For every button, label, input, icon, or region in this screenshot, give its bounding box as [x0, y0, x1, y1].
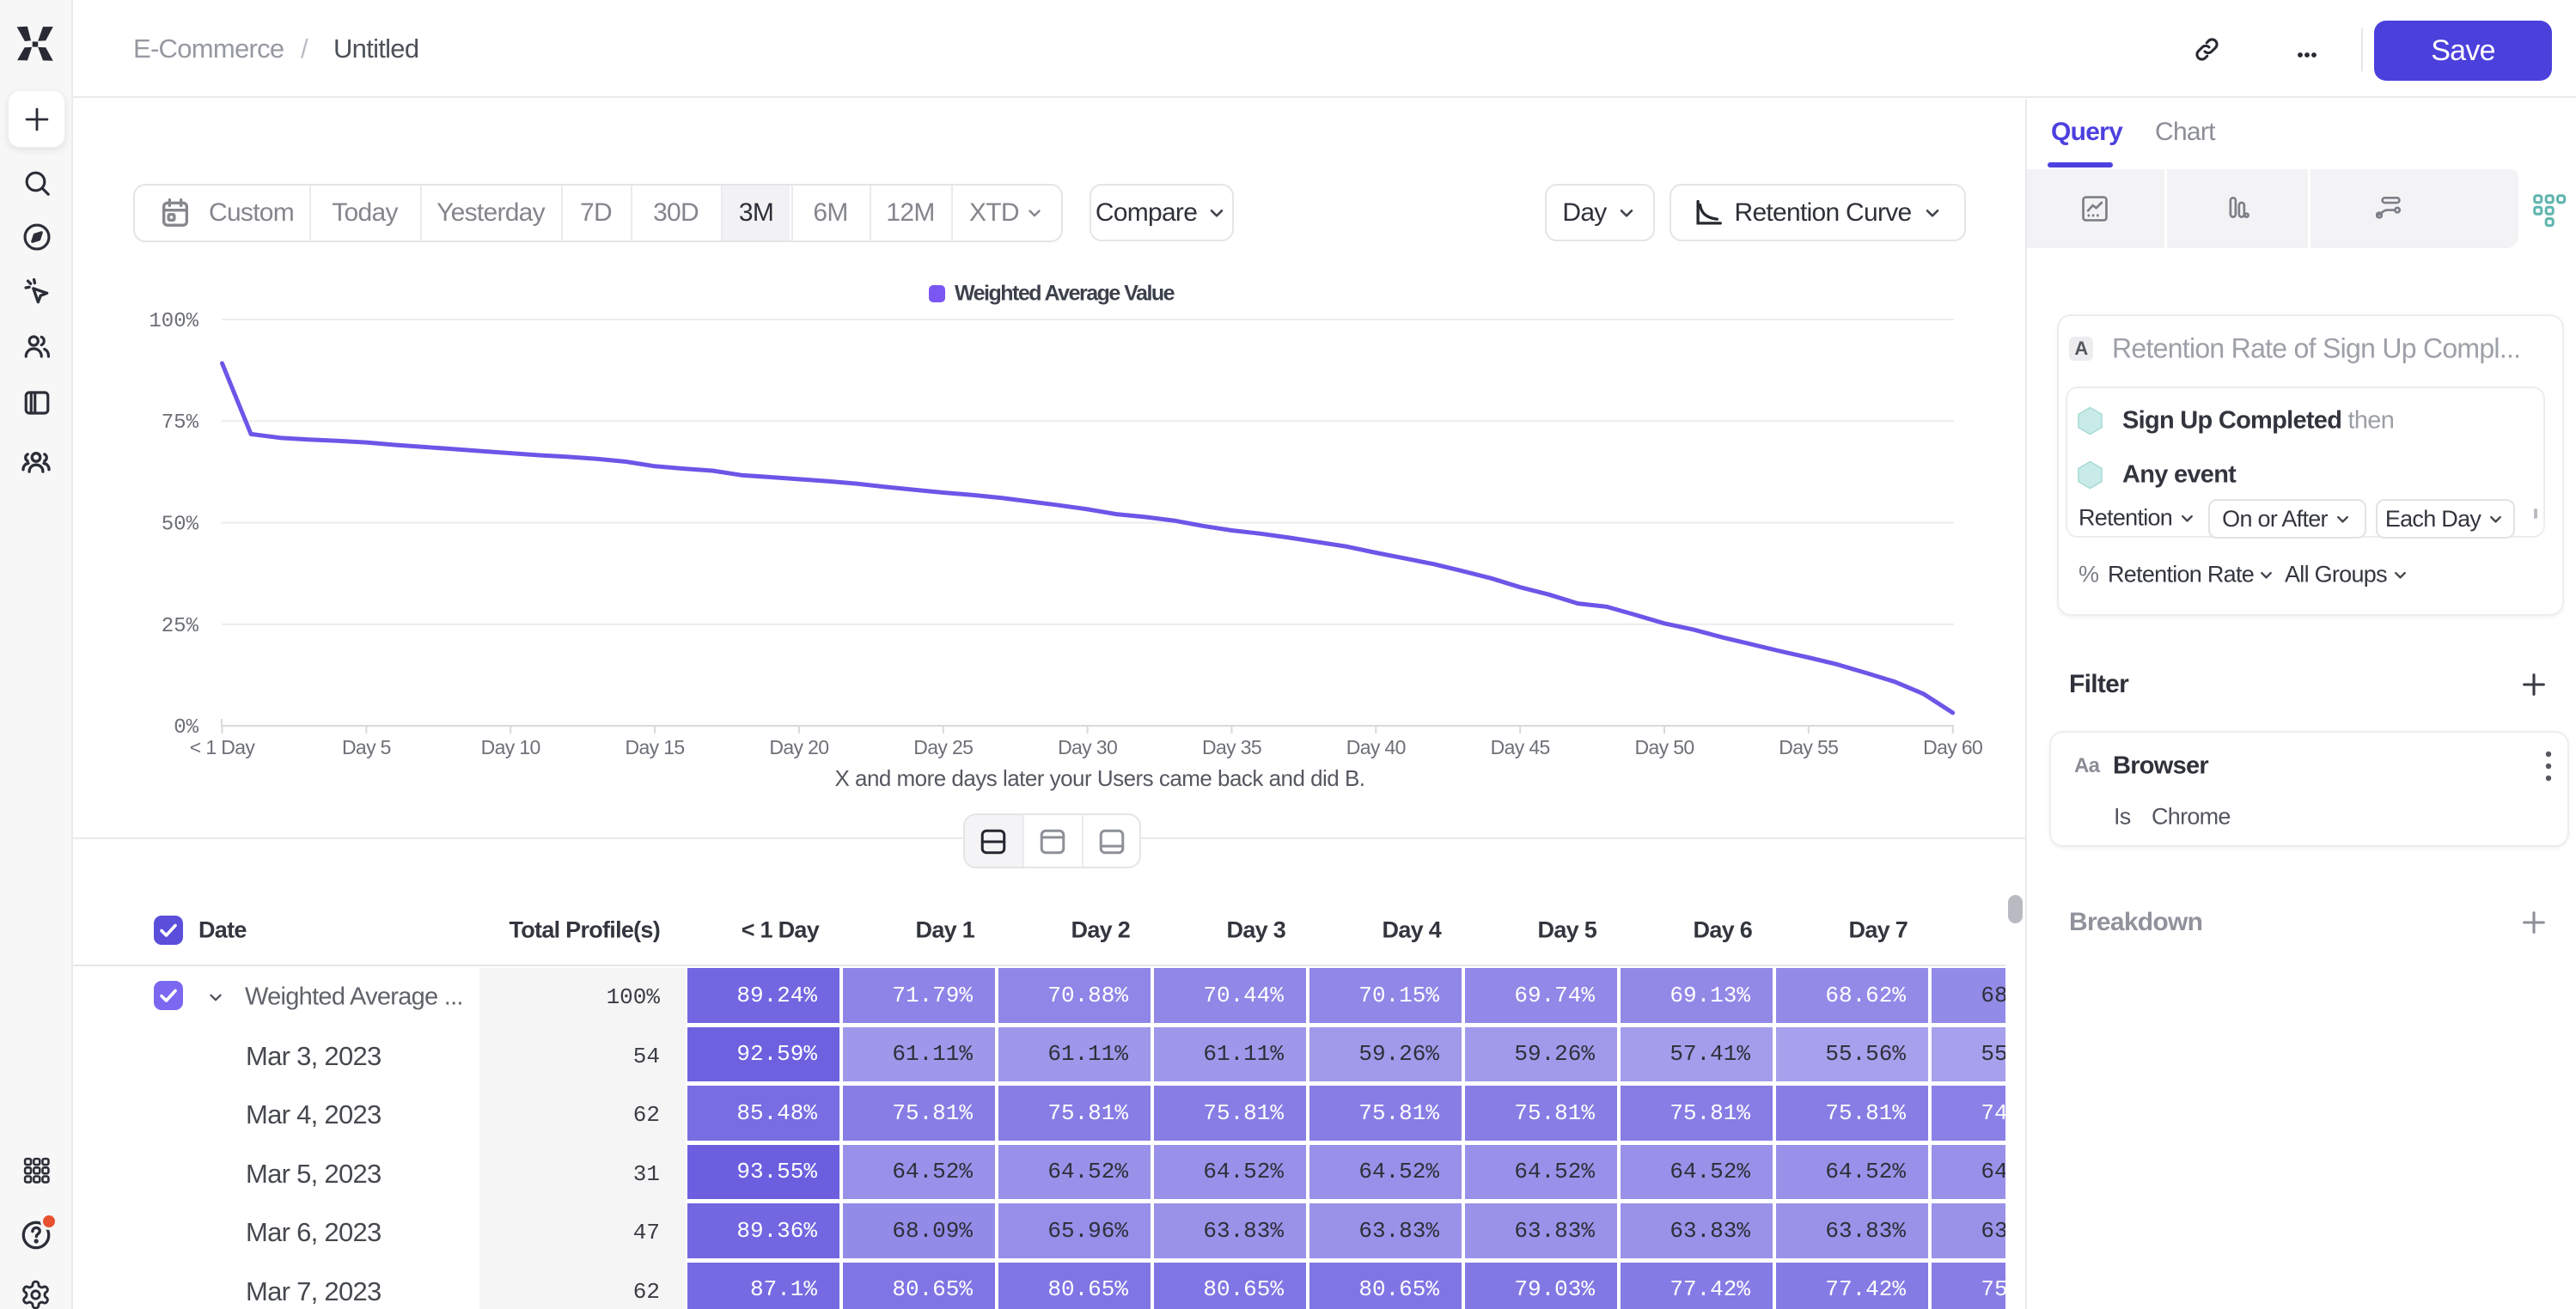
svg-text:Day 25: Day 25	[913, 736, 973, 758]
svg-text:Day 40: Day 40	[1346, 736, 1406, 758]
svg-text:0%: 0%	[174, 716, 198, 740]
svg-text:Day 30: Day 30	[1058, 736, 1117, 758]
svg-text:Day 45: Day 45	[1491, 736, 1550, 758]
svg-text:X and more days later your Use: X and more days later your Users came ba…	[835, 765, 1365, 791]
svg-text:Day 55: Day 55	[1779, 736, 1838, 758]
svg-text:Day 5: Day 5	[342, 736, 391, 758]
svg-text:Day 50: Day 50	[1634, 736, 1694, 758]
svg-text:Day 15: Day 15	[625, 736, 684, 758]
svg-text:< 1 Day: < 1 Day	[190, 736, 256, 758]
svg-text:100%: 100%	[149, 310, 198, 333]
svg-text:Day 10: Day 10	[481, 736, 540, 758]
svg-text:Day 20: Day 20	[769, 736, 828, 758]
svg-text:25%: 25%	[162, 615, 199, 638]
svg-text:75%: 75%	[162, 411, 199, 435]
svg-text:Day 60: Day 60	[1923, 736, 1982, 758]
svg-text:50%: 50%	[162, 514, 199, 537]
svg-text:Day 35: Day 35	[1202, 736, 1261, 758]
